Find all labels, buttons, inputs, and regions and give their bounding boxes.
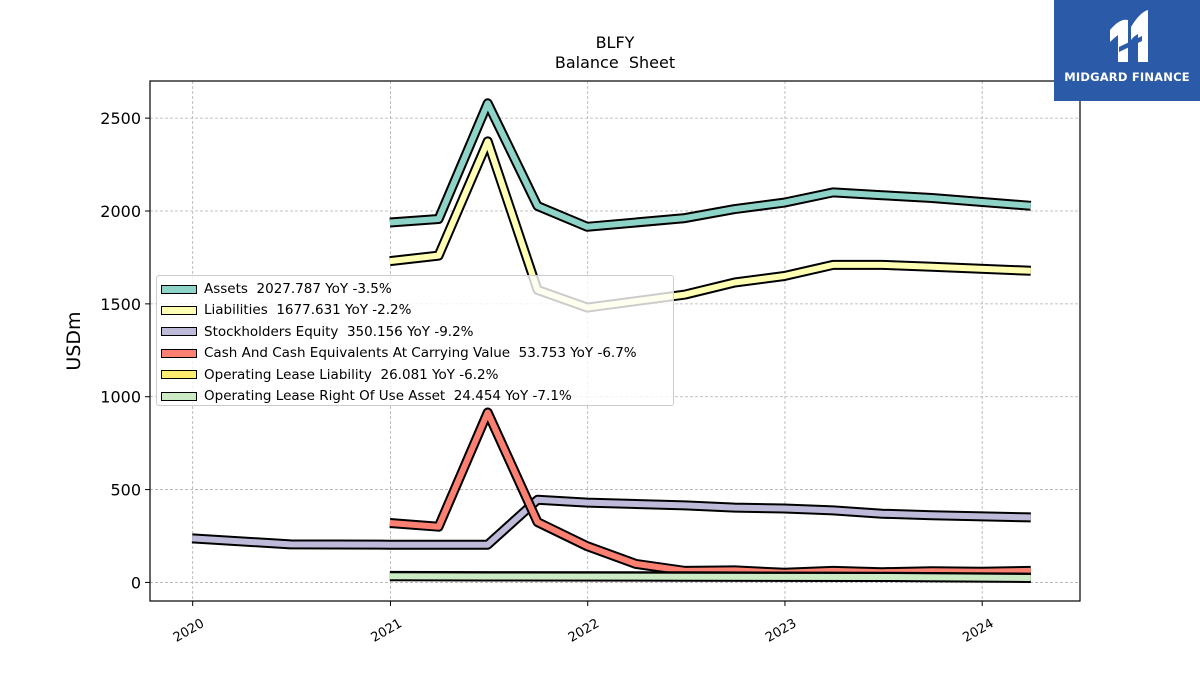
chart-title: BLFY bbox=[596, 33, 635, 52]
y-tick-label: 500 bbox=[110, 481, 141, 500]
plot-frame bbox=[149, 80, 1081, 602]
series-line-0 bbox=[389, 98, 1032, 232]
chart-subtitle: Balance Sheet bbox=[555, 53, 675, 72]
y-tick-label: 2000 bbox=[100, 202, 141, 221]
series-fill bbox=[389, 138, 1031, 311]
series-line-5 bbox=[389, 571, 1031, 583]
logo-text: MIDGARD FINANCE bbox=[1064, 70, 1190, 84]
series-line-2 bbox=[191, 494, 1031, 550]
x-tick-label: 2020 bbox=[171, 616, 207, 646]
series-line-3 bbox=[389, 407, 1031, 578]
legend-item: Liabilities 1677.631 YoY -2.2% bbox=[161, 300, 411, 320]
legend-item: Stockholders Equity 350.156 YoY -9.2% bbox=[161, 322, 474, 342]
legend-swatch bbox=[161, 327, 197, 337]
legend-item: Operating Lease Right Of Use Asset 24.45… bbox=[161, 386, 572, 406]
y-tick-label: 0 bbox=[131, 573, 141, 592]
legend-swatch bbox=[161, 391, 197, 401]
legend-item: Assets 2027.787 YoY -3.5% bbox=[161, 279, 392, 299]
legend-item: Operating Lease Liability 26.081 YoY -6.… bbox=[161, 365, 498, 385]
series-lines bbox=[191, 98, 1032, 583]
y-tick-label: 2500 bbox=[100, 109, 141, 128]
legend-swatch bbox=[161, 305, 197, 315]
y-axis-label: USDm bbox=[63, 311, 85, 370]
legend-label: Liabilities 1677.631 YoY -2.2% bbox=[204, 302, 412, 319]
series-line-1 bbox=[389, 136, 1032, 313]
legend-swatch bbox=[161, 284, 197, 294]
legend-item: Cash And Cash Equivalents At Carrying Va… bbox=[161, 343, 637, 363]
series-outline bbox=[191, 494, 1031, 550]
legend-label: Operating Lease Right Of Use Asset 24.45… bbox=[204, 388, 572, 404]
series-fill bbox=[389, 573, 1031, 581]
series-fill bbox=[389, 409, 1031, 576]
logo: MIDGARD FINANCE bbox=[1054, 0, 1200, 101]
legend-label: Stockholders Equity 350.156 YoY -9.2% bbox=[204, 323, 474, 340]
legend-label: Assets 2027.787 YoY -3.5% bbox=[204, 281, 392, 297]
legend-label: Operating Lease Liability 26.081 YoY -6.… bbox=[204, 366, 499, 383]
legend: Assets 2027.787 YoY -3.5% Liabilities 167… bbox=[156, 275, 674, 406]
x-tick-label: 2024 bbox=[960, 616, 996, 646]
series-outline bbox=[389, 98, 1032, 232]
series-fill bbox=[389, 100, 1032, 230]
series-fill bbox=[191, 496, 1031, 548]
x-tick-label: 2023 bbox=[763, 616, 799, 646]
legend-label: Cash And Cash Equivalents At Carrying Va… bbox=[204, 345, 637, 362]
x-tick-label: 2022 bbox=[566, 616, 602, 646]
x-tick-label: 2021 bbox=[369, 616, 405, 646]
legend-swatch bbox=[161, 348, 197, 358]
y-tick-label: 1000 bbox=[100, 388, 141, 407]
legend-swatch bbox=[161, 370, 197, 380]
logo-mark-icon bbox=[1110, 10, 1148, 62]
y-tick-label: 1500 bbox=[100, 295, 141, 314]
